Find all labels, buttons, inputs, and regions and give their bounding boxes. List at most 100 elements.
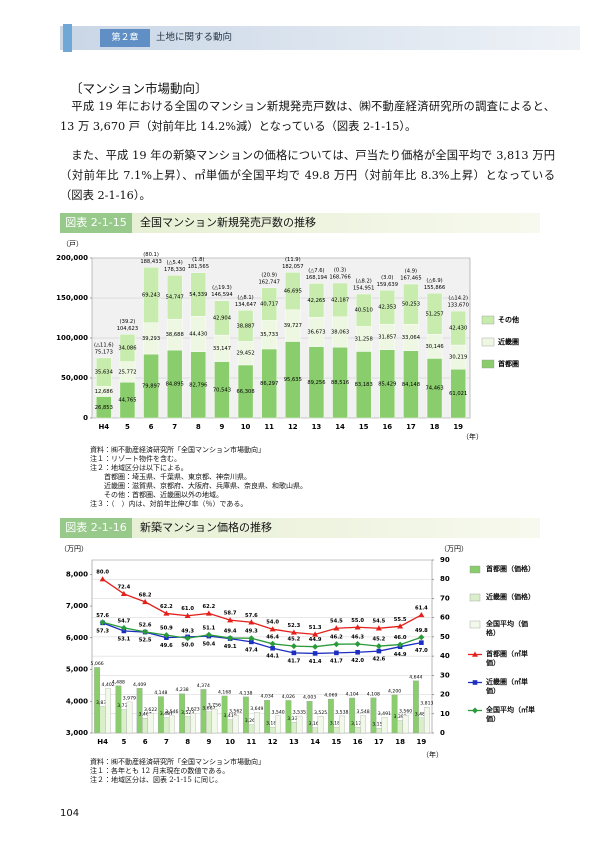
segment-label: 61,021 <box>449 391 467 397</box>
bar-label: 4,200 <box>388 688 401 694</box>
line-marker <box>375 643 382 650</box>
bar <box>163 717 170 734</box>
header-accent <box>63 24 72 52</box>
chapter-label: 第２章 <box>100 29 150 47</box>
line <box>102 621 422 648</box>
bar <box>381 717 388 734</box>
bar <box>349 697 356 734</box>
x-tick-label: 10 <box>225 738 235 746</box>
point-label: 49.6 <box>160 643 173 649</box>
bar-label: 3,622 <box>144 707 157 713</box>
segment-label: 86,297 <box>260 381 278 387</box>
bar <box>99 706 106 734</box>
bar-label: 3,737 <box>117 703 130 709</box>
bar <box>333 726 340 734</box>
note: 近畿圏：滋賀県、京都府、大阪府、兵庫県、奈良県、和歌山県。 <box>90 482 307 490</box>
figure-title-bar: 図表 2-1-16 新築マンション価格の推移 <box>60 518 540 538</box>
legend-label: 首都圏 <box>498 359 519 368</box>
bar-label: 4,003 <box>303 695 316 701</box>
y2-tick-label: 30 <box>440 671 450 679</box>
bar-segment <box>403 283 419 325</box>
point-label: 49.8 <box>415 628 428 634</box>
point-label: 45.2 <box>372 637 385 643</box>
segment-label: 88,516 <box>331 380 349 386</box>
segment-label: 89,256 <box>307 380 325 386</box>
bar <box>264 700 271 734</box>
segment-label: 35,634 <box>95 370 114 376</box>
bar-segment <box>379 290 396 325</box>
bar-label: 4,069 <box>324 693 337 699</box>
point-label: 41.4 <box>309 659 322 665</box>
segment-label: 31,258 <box>355 336 373 342</box>
segment-label: 66,308 <box>236 389 254 395</box>
bar-segment <box>143 267 159 323</box>
x-tick-label: 6 <box>149 423 154 431</box>
total-label: 181,565 <box>188 264 209 270</box>
point-label: 49.4 <box>224 629 237 635</box>
point-label: 44.1 <box>266 654 279 660</box>
bar-label: 4,138 <box>239 690 252 696</box>
bar <box>423 707 430 734</box>
figure-label: 図表 2-1-15 <box>60 213 132 233</box>
point-label: 52.6 <box>139 622 152 628</box>
line-marker <box>333 641 340 648</box>
bar-segment <box>166 275 183 320</box>
point-label: 61.0 <box>181 606 194 612</box>
bar-label: 3,535 <box>293 710 306 716</box>
x-tick-label: 9 <box>220 423 225 431</box>
point-label: 51.1 <box>202 625 215 631</box>
y2-tick-label: 10 <box>440 710 450 718</box>
segment-label: 46,695 <box>284 289 302 295</box>
legend-marker <box>472 651 478 657</box>
bar-label: 4,026 <box>282 694 295 700</box>
point-label: 54.7 <box>117 618 130 624</box>
point-label: 47.0 <box>415 648 428 654</box>
legend-swatch <box>469 593 481 602</box>
bar <box>354 727 361 734</box>
change-label: (△7.6) <box>308 268 324 274</box>
legend-label: 全国平均（㎡単価） <box>486 706 535 723</box>
bar <box>136 688 143 734</box>
paragraph: 平成 19 年における全国のマンション新規発売戸数は、㈱不動産経済研究所の調査に… <box>60 100 555 133</box>
segment-label: 54,339 <box>189 292 207 298</box>
y-tick-label: 6,000 <box>66 634 88 642</box>
bar-label: 3,538 <box>335 709 348 715</box>
line-marker <box>418 611 425 618</box>
bar <box>290 722 297 734</box>
line-marker <box>472 680 478 685</box>
bar-segment <box>214 300 230 336</box>
point-label: 50.0 <box>181 642 194 648</box>
x-tick-label: 17 <box>406 423 416 431</box>
figure-title-bar: 図表 2-1-15 全国マンション新規発売戸数の推移 <box>60 213 540 233</box>
point-label: 47.4 <box>245 647 258 653</box>
total-label: 154,951 <box>353 286 374 292</box>
bar-label: 3,419 <box>224 713 237 719</box>
bar <box>312 727 319 734</box>
x-tick-label: 14 <box>310 738 320 746</box>
x-tick-label: 11 <box>247 738 257 746</box>
line-marker <box>418 634 425 641</box>
segment-label: 42,353 <box>378 305 396 311</box>
change-label: (4.9) <box>405 269 417 275</box>
change-label: (0.3) <box>334 267 346 273</box>
line-marker <box>121 628 127 634</box>
bar-segment <box>261 287 277 321</box>
segment-label: 25,772 <box>118 369 136 375</box>
segment-label: 42,904 <box>213 315 232 321</box>
segment-label: 95,635 <box>284 377 302 383</box>
line-marker <box>312 651 318 656</box>
point-label: 54.5 <box>330 619 343 625</box>
x-tick-label: 9 <box>206 738 211 746</box>
total-label: 155,866 <box>424 285 445 291</box>
y2-tick-label: 70 <box>440 594 450 602</box>
bar <box>360 715 367 734</box>
line-marker <box>354 641 361 648</box>
point-label: 44.9 <box>309 637 322 643</box>
bar-label: 3,525 <box>314 710 327 716</box>
segment-label: 36,673 <box>307 329 325 335</box>
segment-label: 38,063 <box>331 329 349 335</box>
bar-label: 4,168 <box>218 689 231 695</box>
total-label: 104,623 <box>117 326 138 332</box>
y-tick-label: 200,000 <box>56 254 88 262</box>
